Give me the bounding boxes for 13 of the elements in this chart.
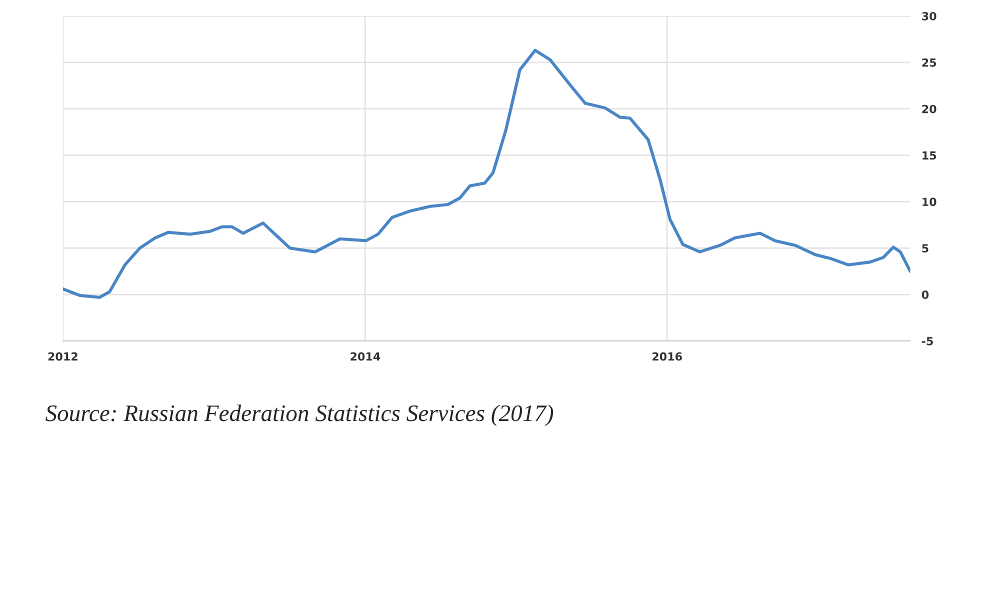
x-tick-label: 2016	[652, 352, 682, 361]
x-tick-label: 2012	[48, 352, 78, 361]
source-note: Source: Russian Federation Statistics Services (2017)	[45, 404, 554, 426]
line-series	[62, 48, 910, 299]
y-tick-label: 25	[922, 58, 936, 67]
y-tick-label: 5	[922, 244, 928, 253]
y-tick-label: -5	[922, 337, 933, 346]
y-tick-label: 30	[922, 12, 936, 20]
y-tick-label: 15	[922, 151, 936, 160]
x-tick-label: 2014	[350, 352, 380, 361]
y-tick-label: 0	[922, 290, 929, 299]
y-tick-label: 10	[922, 198, 936, 206]
y-tick-label: 20	[922, 104, 936, 114]
